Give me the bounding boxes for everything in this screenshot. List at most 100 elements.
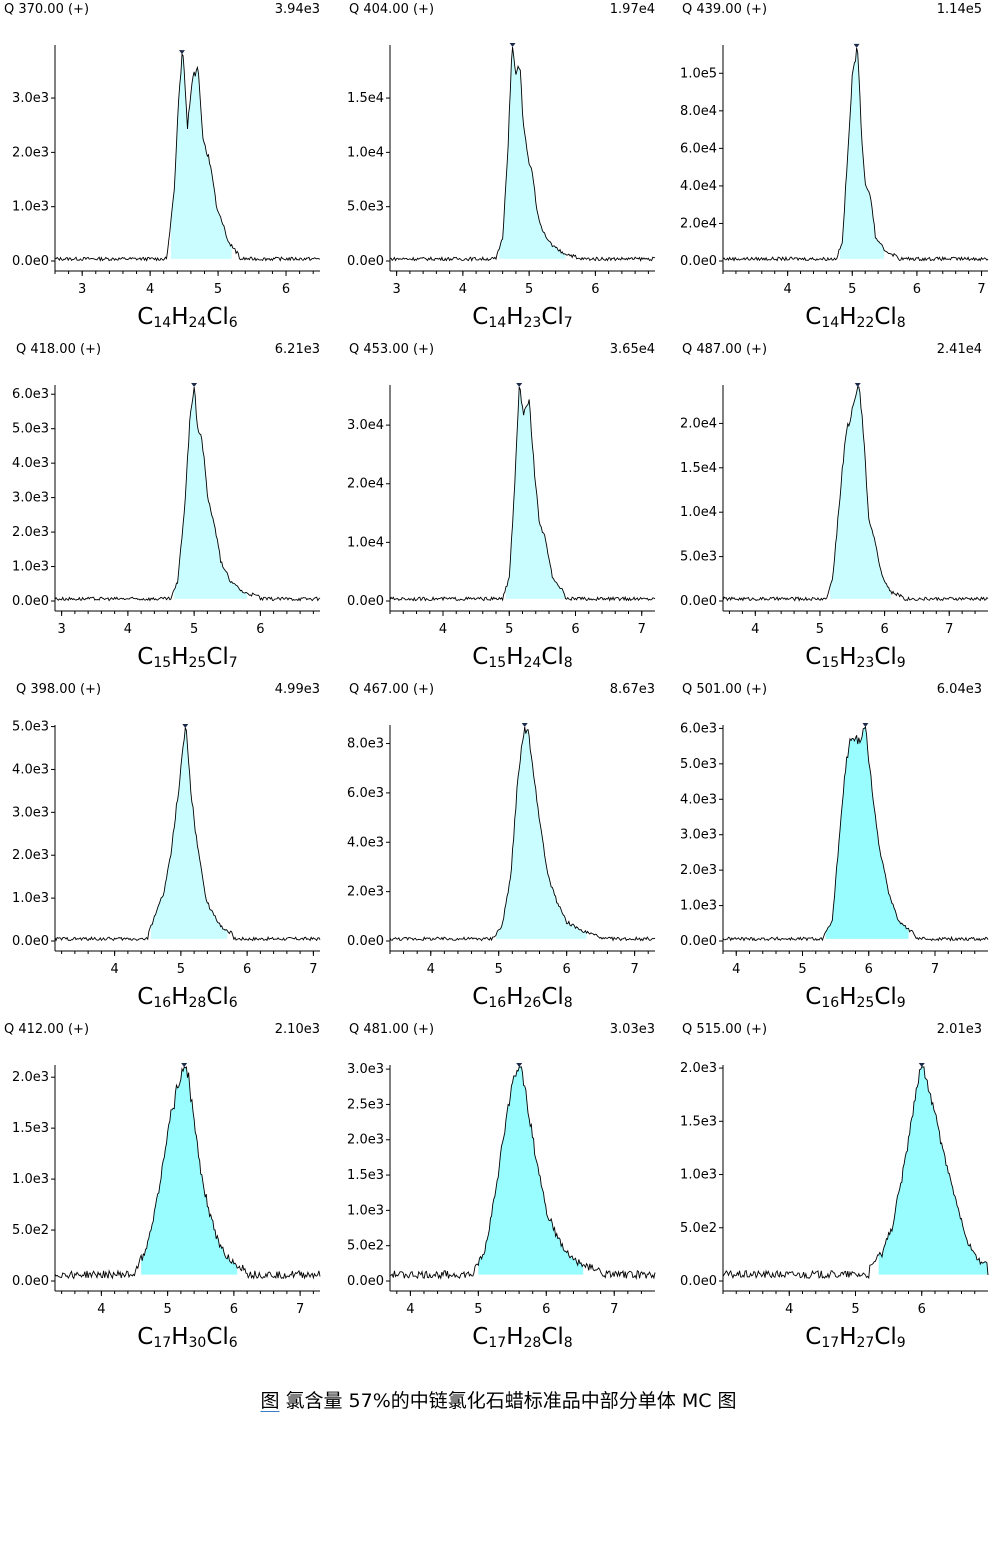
x-tick-label: 7 [945, 622, 953, 637]
formula-subscript: 8 [563, 995, 573, 1011]
chromatogram-trace [54, 1066, 321, 1280]
figure-caption: 图 氯含量 57%的中链氯化石蜡标准品中部分单体 MC 图 [0, 1386, 997, 1413]
x-tick-label: 5 [505, 622, 513, 637]
y-tick-label: 2.0e4 [347, 477, 384, 492]
x-tick-label: 6 [571, 622, 579, 637]
formula-subscript: 24 [188, 315, 207, 331]
formula-element: H [839, 1324, 857, 1350]
formula-subscript: 6 [228, 995, 238, 1011]
x-tick-label: 4 [732, 962, 740, 977]
formula-element: H [839, 304, 857, 330]
q-mass-label: Q 501.00 (+) [682, 682, 768, 697]
apex-marker [918, 1063, 925, 1067]
x-tick-label: 5 [177, 962, 185, 977]
molecular-formula: C15H25Cl7 [137, 644, 237, 671]
q-mass-label: Q 515.00 (+) [682, 1022, 768, 1037]
y-tick-label: 2.0e3 [12, 145, 49, 160]
max-intensity-label: 2.41e4 [936, 342, 982, 357]
molecular-formula: C16H28Cl6 [137, 984, 237, 1011]
formula-element: Cl [541, 984, 564, 1010]
formula-subscript: 27 [856, 1335, 875, 1351]
max-intensity-label: 3.03e3 [609, 1022, 655, 1037]
q-mass-label: Q 404.00 (+) [349, 2, 435, 17]
peak-area [505, 387, 569, 599]
formula-subscript: 16 [488, 995, 507, 1011]
formula-subscript: 17 [821, 1335, 840, 1351]
x-tick-label: 4 [406, 1302, 414, 1317]
y-tick-label: 1.0e4 [347, 535, 384, 550]
formula-subscript: 28 [188, 995, 207, 1011]
q-mass-label: Q 398.00 (+) [16, 682, 102, 697]
max-intensity-label: 2.10e3 [274, 1022, 320, 1037]
chart-panel: Q 439.00 (+) 1.14e5 0.0e0 2.0e4 4.0e4 6.0e4 8.… [668, 0, 997, 340]
y-tick-label: 2.0e4 [680, 416, 717, 431]
y-tick-label: 5.0e2 [347, 1239, 384, 1254]
chromatogram-svg: 0.0e0 1.0e4 2.0e4 3.0e4 4 5 6 7 [347, 383, 656, 637]
y-tick-label: 0.0e0 [12, 1274, 49, 1289]
q-mass-label: Q 487.00 (+) [682, 342, 768, 357]
y-tick-label: 0.0e0 [680, 934, 717, 949]
formula-element: Cl [874, 304, 897, 330]
y-tick-label: 0.0e0 [12, 934, 49, 949]
chart-panel: Q 412.00 (+) 2.10e3 0.0e0 5.0e2 1.0e3 1.5e3 2.… [0, 1020, 330, 1360]
y-tick-label: 1.0e3 [12, 560, 49, 575]
formula-element: C [137, 984, 154, 1010]
formula-subscript: 22 [856, 315, 875, 331]
y-tick-label: 1.0e3 [680, 1168, 717, 1183]
formula-subscript: 25 [856, 995, 875, 1011]
chart-panel: Q 467.00 (+) 8.67e3 0.0e0 2.0e3 4.0e3 6.0e3 8.… [335, 680, 665, 1020]
max-intensity-label: 6.21e3 [274, 342, 320, 357]
peak-area [151, 727, 228, 939]
y-tick-label: 2.0e3 [680, 1061, 717, 1076]
formula-subscript: 14 [488, 315, 507, 331]
formula-subscript: 7 [563, 315, 573, 331]
figure-caption-prefix: 图 [260, 1390, 280, 1412]
q-mass-label: Q 412.00 (+) [4, 1022, 90, 1037]
peak-area [141, 1067, 238, 1275]
x-tick-label: 4 [459, 282, 467, 297]
chromatogram-trace [54, 386, 321, 602]
chromatogram-trace [722, 47, 989, 262]
formula-element: Cl [874, 644, 897, 670]
y-tick-label: 2.0e3 [12, 525, 49, 540]
peak-area [478, 1067, 584, 1275]
x-tick-label: 6 [913, 282, 921, 297]
x-tick-label: 6 [918, 1302, 926, 1317]
chart-panel: Q 453.00 (+) 3.65e4 0.0e0 1.0e4 2.0e4 3.0e4 4 5… [335, 340, 665, 680]
x-tick-label: 5 [214, 282, 222, 297]
y-tick-label: 1.5e4 [347, 91, 384, 106]
peak-area [499, 47, 566, 259]
y-tick-label: 5.0e3 [347, 200, 384, 215]
formula-element: C [137, 304, 154, 330]
chromatogram-svg: 0.0e0 5.0e3 1.0e4 1.5e4 3 4 5 6 [347, 43, 656, 297]
chart-panel: Q 370.00 (+) 3.94e3 0.0e0 1.0e3 2.0e3 3.0e3 3 4… [0, 0, 330, 340]
q-mass-label: Q 467.00 (+) [349, 682, 435, 697]
chromatogram-trace [722, 725, 989, 942]
formula-subscript: 23 [523, 315, 542, 331]
formula-element: C [472, 1324, 489, 1350]
formula-subscript: 15 [153, 655, 172, 671]
y-tick-label: 1.5e3 [680, 1114, 717, 1129]
chromatogram-svg: 0.0e0 5.0e2 1.0e3 1.5e3 2.0e3 4 5 6 7 [12, 1063, 321, 1317]
formula-element: Cl [541, 644, 564, 670]
formula-subscript: 8 [563, 1335, 573, 1351]
y-tick-label: 1.0e3 [347, 1203, 384, 1218]
formula-subscript: 25 [188, 655, 207, 671]
formula-element: C [805, 304, 822, 330]
formula-subscript: 26 [523, 995, 542, 1011]
formula-element: C [805, 984, 822, 1010]
y-tick-label: 1.0e4 [347, 145, 384, 160]
max-intensity-label: 2.01e3 [936, 1022, 982, 1037]
formula-element: H [171, 984, 189, 1010]
y-tick-label: 3.0e3 [12, 491, 49, 506]
formula-element: Cl [874, 984, 897, 1010]
chromatogram-trace [722, 386, 989, 602]
y-tick-label: 6.0e3 [680, 721, 717, 736]
x-tick-label: 7 [630, 962, 638, 977]
formula-element: C [472, 304, 489, 330]
peak-area [174, 387, 248, 599]
formula-subscript: 23 [856, 655, 875, 671]
y-tick-label: 0.0e0 [347, 1274, 384, 1289]
x-tick-label: 5 [525, 282, 533, 297]
x-tick-label: 7 [977, 282, 985, 297]
